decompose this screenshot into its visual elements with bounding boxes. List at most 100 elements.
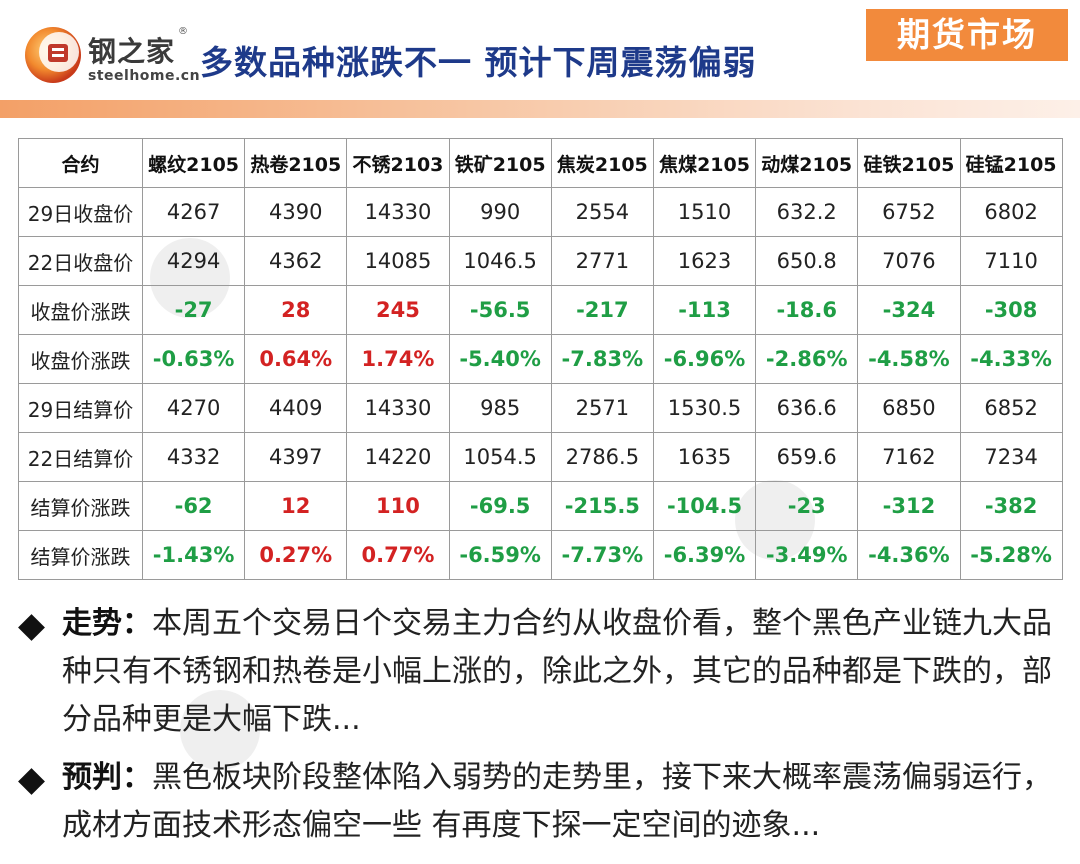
table-cell: 1510 [652,187,757,237]
table-cell: -5.28% [959,530,1063,580]
table-cell: -62 [141,481,246,531]
page-title: 多数品种涨跌不一 预计下周震荡偏弱 [200,43,757,82]
steelhome-logo-icon [25,27,81,83]
table-corner-header: 合约 [18,138,143,188]
table-cell: 2786.5 [550,432,654,482]
table-cell: -382 [959,481,1063,531]
column-header: 硅锰2105 [959,138,1063,188]
row-label: 结算价涨跌 [18,530,143,580]
table-cell: 6752 [857,187,961,237]
table-cell: 985 [448,383,552,433]
table-cell: 4267 [141,187,246,237]
table-cell: 7110 [959,236,1063,286]
table-cell: 14330 [346,187,450,237]
trend-bullet: 走势：本周五个交易日个交易主力合约从收盘价看，整个黑色产业链九大品种只有不锈钢和… [18,600,1062,744]
table-cell: -7.83% [550,334,654,384]
table-cell: -4.36% [857,530,961,580]
table-row: 22日收盘价 4294 4362 14085 1046.5 2771 1623 650.8 70… [18,236,1063,286]
column-header: 铁矿2105 [448,138,552,188]
table-cell: -4.58% [857,334,961,384]
column-header: 不锈2103 [346,138,450,188]
table-cell: 4409 [244,383,348,433]
table-cell: 650.8 [755,236,859,286]
table-header-row: 合约 螺纹2105 热卷2105 不锈2103 铁矿2105 焦炭2105 焦煤… [18,138,1063,188]
logo-registered-mark: ® [178,26,188,37]
table-cell: 4332 [141,432,246,482]
row-label: 22日收盘价 [18,236,143,286]
table-cell: 4270 [141,383,246,433]
row-label: 29日收盘价 [18,187,143,237]
table-cell: 6850 [857,383,961,433]
table-cell: 1.74% [346,334,450,384]
table-row: 结算价涨跌 -1.43% 0.27% 0.77% -6.59% -7.73% -6.39% -… [18,530,1063,580]
table-cell: 14330 [346,383,450,433]
table-row: 22日结算价 4332 4397 14220 1054.5 2786.5 1635 659.6… [18,432,1063,482]
table-cell: 4362 [244,236,348,286]
logo-english-text: steelhome.cn [88,68,201,84]
bullet-keyword: 走势： [62,606,152,641]
table-cell: 12 [244,481,348,531]
table-row: 收盘价涨跌 -0.63% 0.64% 1.74% -5.40% -7.83% -6.96% -… [18,334,1063,384]
column-header: 动煤2105 [755,138,859,188]
row-label: 结算价涨跌 [18,481,143,531]
table-cell: 990 [448,187,552,237]
diamond-bullet-icon [18,614,45,641]
table-cell: -27 [141,285,246,335]
table-cell: -324 [857,285,961,335]
table-cell: -215.5 [550,481,654,531]
table-cell: 659.6 [755,432,859,482]
table-cell: -56.5 [448,285,552,335]
row-label: 22日结算价 [18,432,143,482]
table-cell: 1623 [652,236,757,286]
table-cell: 110 [346,481,450,531]
table-cell: 6852 [959,383,1063,433]
table-cell: 245 [346,285,450,335]
table-row: 29日收盘价 4267 4390 14330 990 2554 1510 632.2 6752 6… [18,187,1063,237]
table-cell: 632.2 [755,187,859,237]
bullet-text: 本周五个交易日个交易主力合约从收盘价看，整个黑色产业链九大品种只有不锈钢和热卷是… [62,606,1052,737]
column-header: 螺纹2105 [141,138,246,188]
table-cell: 2571 [550,383,654,433]
table-cell: -5.40% [448,334,552,384]
table-cell: -0.63% [141,334,246,384]
table-cell: -4.33% [959,334,1063,384]
table-cell: -6.59% [448,530,552,580]
row-label: 收盘价涨跌 [18,285,143,335]
header-gradient-band [0,100,1080,118]
table-cell: 1046.5 [448,236,552,286]
table-cell: 1530.5 [652,383,757,433]
watermark-logo-icon [180,690,260,770]
table-cell: 7076 [857,236,961,286]
table-cell: 0.27% [244,530,348,580]
table-cell: 4390 [244,187,348,237]
table-cell: 1054.5 [448,432,552,482]
futures-table: 合约 螺纹2105 热卷2105 不锈2103 铁矿2105 焦炭2105 焦煤… [18,138,1063,580]
table-row: 29日结算价 4270 4409 14330 985 2571 1530.5 636.6 685… [18,383,1063,433]
diamond-bullet-icon [18,768,45,795]
column-header: 硅铁2105 [857,138,961,188]
table-cell: 6802 [959,187,1063,237]
row-label: 29日结算价 [18,383,143,433]
table-cell: 7162 [857,432,961,482]
commentary-bullets: 走势：本周五个交易日个交易主力合约从收盘价看，整个黑色产业链九大品种只有不锈钢和… [18,600,1062,850]
slide-header: 钢之家 ® steelhome.cn 多数品种涨跌不一 预计下周震荡偏弱 期货市… [0,0,1080,120]
table-cell: 636.6 [755,383,859,433]
column-header: 焦炭2105 [550,138,654,188]
table-cell: 4397 [244,432,348,482]
row-label: 收盘价涨跌 [18,334,143,384]
table-cell: -69.5 [448,481,552,531]
table-cell: 14085 [346,236,450,286]
table-cell: 28 [244,285,348,335]
table-cell: -217 [550,285,654,335]
table-cell: -23 [755,481,859,531]
table-cell: -6.96% [652,334,757,384]
table-cell: 4294 [141,236,246,286]
table-cell: 0.77% [346,530,450,580]
table-cell: -2.86% [755,334,859,384]
bullet-text: 黑色板块阶段整体陷入弱势的走势里，接下来大概率震荡偏弱运行，成材方面技术形态偏空… [62,760,1052,843]
table-cell: -1.43% [141,530,246,580]
table-cell: 2554 [550,187,654,237]
column-header: 焦煤2105 [652,138,757,188]
column-header: 热卷2105 [244,138,348,188]
table-cell: -104.5 [652,481,757,531]
